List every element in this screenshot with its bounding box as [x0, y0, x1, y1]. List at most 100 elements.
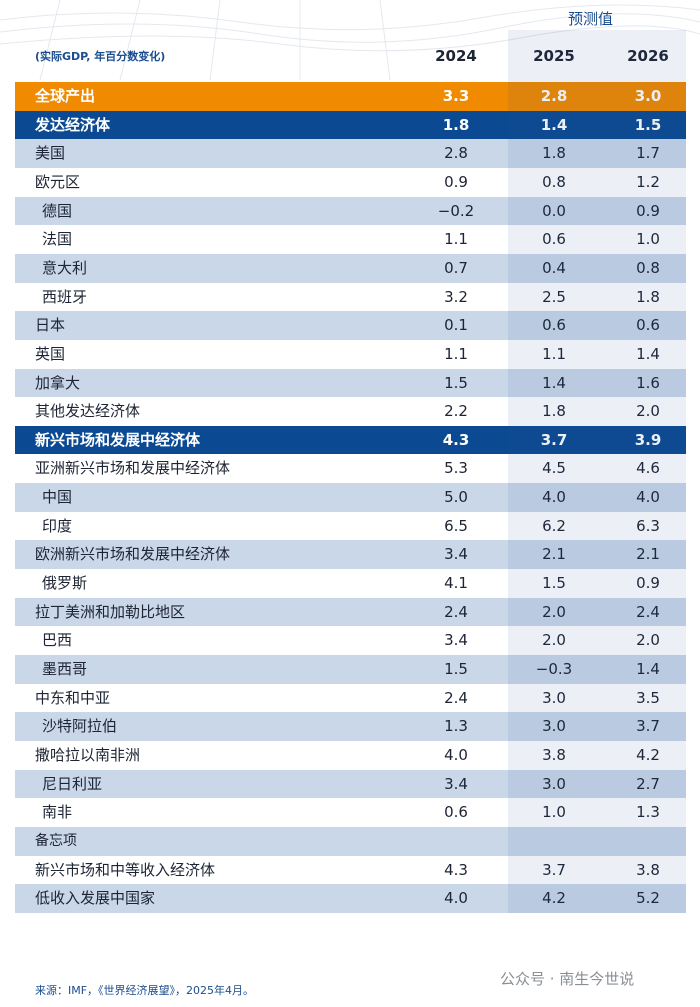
cell-value: 1.8 — [442, 115, 470, 134]
cell-value: 3.7 — [540, 430, 568, 449]
table-row: 巴西 3.4 2.0 2.0 — [15, 626, 686, 655]
row-label: 其他发达经济体 — [35, 402, 141, 421]
cell-value: 2.8 — [540, 87, 568, 105]
row-label: 南非 — [42, 803, 73, 822]
table-row: 亚洲新兴市场和发展中经济体 5.3 4.5 4.6 — [15, 454, 686, 484]
cell-value: 4.3 — [444, 860, 468, 879]
cell-value: 2.8 — [444, 144, 468, 163]
cell-value: 1.0 — [636, 230, 660, 249]
cell-value: 0.8 — [636, 258, 660, 277]
cell-value: 3.3 — [442, 87, 470, 105]
row-label: 俄罗斯 — [42, 574, 88, 593]
cell-value: 1.4 — [540, 115, 568, 134]
table-row: 拉丁美洲和加勒比地区 2.4 2.0 2.4 — [15, 597, 686, 627]
row-label: 中国 — [42, 488, 73, 507]
cell-value: 5.2 — [636, 889, 660, 908]
table-row: 新兴市场和中等收入经济体 4.3 3.7 3.8 — [15, 855, 686, 885]
table-row: 发达经济体 1.8 1.4 1.5 — [15, 110, 686, 140]
year-header: 2024 — [435, 47, 477, 65]
row-label: 法国 — [42, 230, 73, 249]
row-label: 德国 — [42, 201, 73, 220]
table-row: 法国 1.1 0.6 1.0 — [15, 225, 686, 254]
row-label: 欧洲新兴市场和发展中经济体 — [35, 545, 231, 564]
cell-value: 0.0 — [542, 201, 566, 220]
cell-value: 4.6 — [636, 459, 660, 478]
cell-value: 3.0 — [542, 717, 566, 736]
cell-value: 1.1 — [542, 344, 566, 363]
cell-value: 2.1 — [542, 545, 566, 564]
row-label: 发达经济体 — [35, 115, 111, 134]
row-label: 新兴市场和发展中经济体 — [35, 430, 201, 449]
cell-value: 3.0 — [634, 87, 662, 105]
cell-value: 0.9 — [444, 172, 468, 191]
row-label: 英国 — [35, 344, 66, 363]
cell-value: 4.2 — [636, 745, 660, 764]
cell-value: 4.5 — [542, 459, 566, 478]
row-label: 巴西 — [42, 631, 73, 650]
cell-value: 2.0 — [636, 402, 660, 421]
year-header: 2026 — [627, 47, 669, 65]
cell-value: 2.4 — [636, 602, 660, 621]
row-label: 尼日利亚 — [42, 774, 103, 793]
cell-value: 6.5 — [444, 516, 468, 535]
cell-value: 3.2 — [444, 287, 468, 306]
cell-value: 0.4 — [542, 258, 566, 277]
table-row: 墨西哥 1.5 −0.3 1.4 — [15, 655, 686, 684]
table-row: 南非 0.6 1.0 1.3 — [15, 798, 686, 827]
row-label: 日本 — [35, 316, 66, 335]
cell-value: 2.5 — [542, 287, 566, 306]
cell-value: 6.2 — [542, 516, 566, 535]
cell-value: 2.0 — [636, 631, 660, 650]
cell-value: 0.1 — [444, 316, 468, 335]
cell-value: 1.4 — [636, 660, 660, 678]
cell-value: 0.6 — [444, 803, 468, 822]
row-label: 欧元区 — [35, 172, 81, 191]
cell-value: 3.4 — [444, 774, 468, 793]
cell-value: 2.0 — [542, 602, 566, 621]
row-label: 撒哈拉以南非洲 — [35, 745, 141, 764]
table-row: 日本 0.1 0.6 0.6 — [15, 311, 686, 340]
forecast-label: 预测值 — [568, 10, 614, 28]
cell-value: 3.5 — [636, 688, 660, 707]
cell-value: 0.6 — [636, 316, 660, 335]
table-row: 德国 −0.2 0.0 0.9 — [15, 196, 686, 226]
cell-value: 0.7 — [444, 258, 468, 277]
cell-value: 2.1 — [636, 545, 660, 564]
row-label: 加拿大 — [35, 373, 81, 392]
table-row: 中东和中亚 2.4 3.0 3.5 — [15, 683, 686, 713]
row-label: 美国 — [35, 144, 66, 163]
year-header: 2025 — [533, 47, 575, 65]
cell-value: −0.3 — [535, 660, 573, 678]
row-label: 备忘项 — [35, 832, 77, 849]
cell-value: 0.6 — [542, 230, 566, 249]
cell-value: 3.8 — [542, 745, 566, 764]
cell-value: 0.6 — [542, 316, 566, 335]
table-row: 全球产出 3.3 2.8 3.0 — [15, 82, 686, 111]
cell-value: 5.0 — [444, 488, 468, 507]
table-row: 沙特阿拉伯 1.3 3.0 3.7 — [15, 712, 686, 741]
cell-value: 1.8 — [542, 402, 566, 421]
cell-value: 1.3 — [444, 717, 468, 736]
cell-value: 3.4 — [444, 545, 468, 564]
cell-value: 1.2 — [636, 172, 660, 191]
cell-value: 0.8 — [542, 172, 566, 191]
cell-value: 1.5 — [542, 574, 566, 593]
cell-value: 2.2 — [444, 402, 468, 421]
cell-value: 3.7 — [542, 860, 566, 879]
row-label: 印度 — [42, 516, 73, 535]
cell-value: 0.9 — [636, 574, 660, 593]
cell-value: 1.4 — [542, 373, 566, 392]
cell-value: 6.3 — [636, 516, 660, 535]
table-row: 英国 1.1 1.1 1.4 — [15, 339, 686, 369]
unit-note: (实际GDP, 年百分数变化) — [35, 50, 166, 63]
table-row: 印度 6.5 6.2 6.3 — [15, 511, 686, 541]
cell-value: 2.4 — [444, 602, 468, 621]
table-row: 新兴市场和发展中经济体 4.3 3.7 3.9 — [15, 425, 686, 455]
table-row: 撒哈拉以南非洲 4.0 3.8 4.2 — [15, 740, 686, 770]
row-label: 全球产出 — [35, 87, 96, 105]
cell-value: 1.5 — [634, 115, 662, 134]
cell-value: 4.2 — [542, 889, 566, 908]
cell-value: 4.3 — [442, 430, 470, 449]
cell-value: 3.9 — [634, 430, 662, 449]
cell-value: 1.3 — [636, 803, 660, 822]
